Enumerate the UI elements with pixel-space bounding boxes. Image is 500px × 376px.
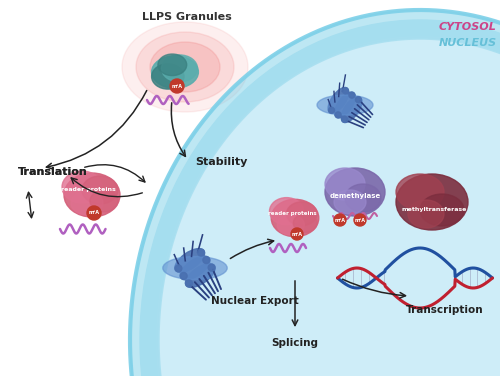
Circle shape <box>175 265 182 272</box>
Ellipse shape <box>150 42 220 92</box>
Ellipse shape <box>136 32 234 102</box>
Text: demethylase: demethylase <box>330 193 380 199</box>
Ellipse shape <box>162 55 198 82</box>
Ellipse shape <box>325 168 385 216</box>
Text: LLPS Granules: LLPS Granules <box>142 12 232 22</box>
Ellipse shape <box>180 256 210 280</box>
Text: CYTOSOL: CYTOSOL <box>439 22 497 32</box>
Text: reader proteins: reader proteins <box>268 211 316 215</box>
Circle shape <box>180 273 187 279</box>
Ellipse shape <box>334 190 366 214</box>
Circle shape <box>334 214 346 226</box>
Text: m⁶A: m⁶A <box>292 232 302 237</box>
Ellipse shape <box>334 92 355 118</box>
Text: m⁶A: m⁶A <box>354 217 366 223</box>
Circle shape <box>335 112 341 118</box>
Ellipse shape <box>325 168 365 200</box>
Circle shape <box>328 107 334 113</box>
Ellipse shape <box>396 174 468 230</box>
Circle shape <box>354 214 366 226</box>
Circle shape <box>208 264 215 271</box>
Text: Transcription: Transcription <box>406 305 484 315</box>
Circle shape <box>349 92 355 98</box>
Ellipse shape <box>62 171 102 203</box>
Ellipse shape <box>175 249 204 272</box>
Ellipse shape <box>270 198 304 225</box>
Ellipse shape <box>82 176 118 204</box>
Ellipse shape <box>294 214 317 232</box>
Circle shape <box>342 88 348 94</box>
Ellipse shape <box>408 200 444 228</box>
Text: Nuclear Export: Nuclear Export <box>211 296 299 306</box>
Circle shape <box>203 257 210 264</box>
Text: NUCLEUS: NUCLEUS <box>439 38 497 48</box>
Ellipse shape <box>341 97 362 123</box>
Ellipse shape <box>64 173 120 217</box>
Ellipse shape <box>277 215 304 235</box>
Circle shape <box>356 97 362 103</box>
Text: methyltransferase: methyltransferase <box>402 208 466 212</box>
Ellipse shape <box>152 64 184 89</box>
Circle shape <box>342 117 347 123</box>
Circle shape <box>186 280 192 287</box>
Text: m⁶A: m⁶A <box>88 211 100 215</box>
Ellipse shape <box>140 20 500 376</box>
Ellipse shape <box>420 194 464 226</box>
Circle shape <box>170 79 184 93</box>
Ellipse shape <box>186 264 215 287</box>
Ellipse shape <box>345 184 381 212</box>
Ellipse shape <box>317 95 373 115</box>
Circle shape <box>291 228 303 240</box>
Ellipse shape <box>163 256 227 279</box>
Ellipse shape <box>271 199 319 237</box>
Ellipse shape <box>286 202 317 226</box>
Text: reader proteins: reader proteins <box>60 186 116 191</box>
Ellipse shape <box>158 54 186 76</box>
Ellipse shape <box>122 22 248 112</box>
Text: Stability: Stability <box>195 157 248 167</box>
Text: Splicing: Splicing <box>272 338 318 348</box>
Circle shape <box>87 206 101 220</box>
Ellipse shape <box>396 174 444 210</box>
Text: Translation: Translation <box>18 167 88 177</box>
Text: m⁶A: m⁶A <box>334 217 345 223</box>
Text: m⁶A: m⁶A <box>172 83 182 88</box>
Polygon shape <box>130 10 500 376</box>
Text: Translation: Translation <box>18 167 88 177</box>
Ellipse shape <box>328 88 349 113</box>
Ellipse shape <box>152 56 198 88</box>
Ellipse shape <box>71 191 103 215</box>
Circle shape <box>198 249 204 256</box>
Ellipse shape <box>90 190 118 212</box>
